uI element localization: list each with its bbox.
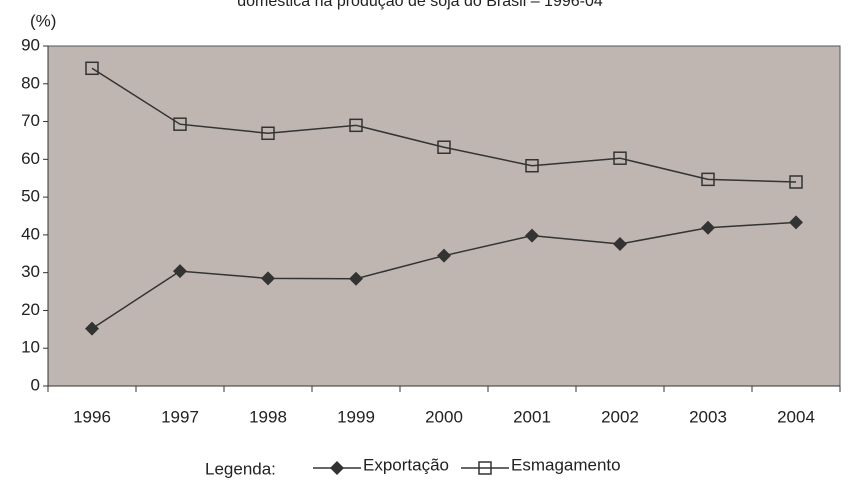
y-tick-label: 10 [21,338,40,357]
series-line [91,67,797,183]
chart-title: doméstica na produção de soja do Brasil … [237,0,603,10]
y-tick-label: 30 [21,262,40,281]
x-tick-label: 1998 [249,407,287,426]
x-tick-label: 1999 [337,407,375,426]
marker [613,151,627,165]
marker [525,228,539,243]
marker [261,126,275,141]
marker [85,321,99,336]
y-tick-label: 70 [21,111,40,130]
y-tick-label: 0 [31,375,40,394]
x-tick-label: 2004 [777,407,815,426]
x-tick-label: 1997 [161,407,199,426]
plot-area [47,45,841,387]
marker [349,118,363,133]
x-tick-label: 2001 [513,407,551,426]
marker [789,175,803,189]
marker [437,248,451,263]
marker [789,215,803,230]
marker [613,236,627,251]
marker [173,117,187,131]
y-axis-label: (%) [30,11,56,30]
x-tick-label: 2000 [425,407,463,426]
marker [261,271,275,286]
marker [478,461,492,475]
y-tick-label: 90 [21,35,40,54]
legend-label: Exportação [363,455,449,474]
marker [437,140,451,154]
legend-title: Legenda: [205,459,276,478]
marker [330,461,344,475]
y-tick-label: 60 [21,149,40,168]
legend-label: Esmagamento [511,455,621,474]
y-tick-label: 50 [21,187,40,206]
x-tick-label: 2002 [601,407,639,426]
y-tick-label: 40 [21,224,40,243]
y-tick-label: 20 [21,300,40,319]
y-tick-label: 80 [21,73,40,92]
x-tick-label: 2003 [689,407,727,426]
marker [85,61,99,76]
x-tick-label: 1996 [73,407,111,426]
marker [173,264,187,279]
marker [701,220,715,235]
marker [349,271,363,286]
marker [701,172,715,187]
marker [525,159,539,173]
